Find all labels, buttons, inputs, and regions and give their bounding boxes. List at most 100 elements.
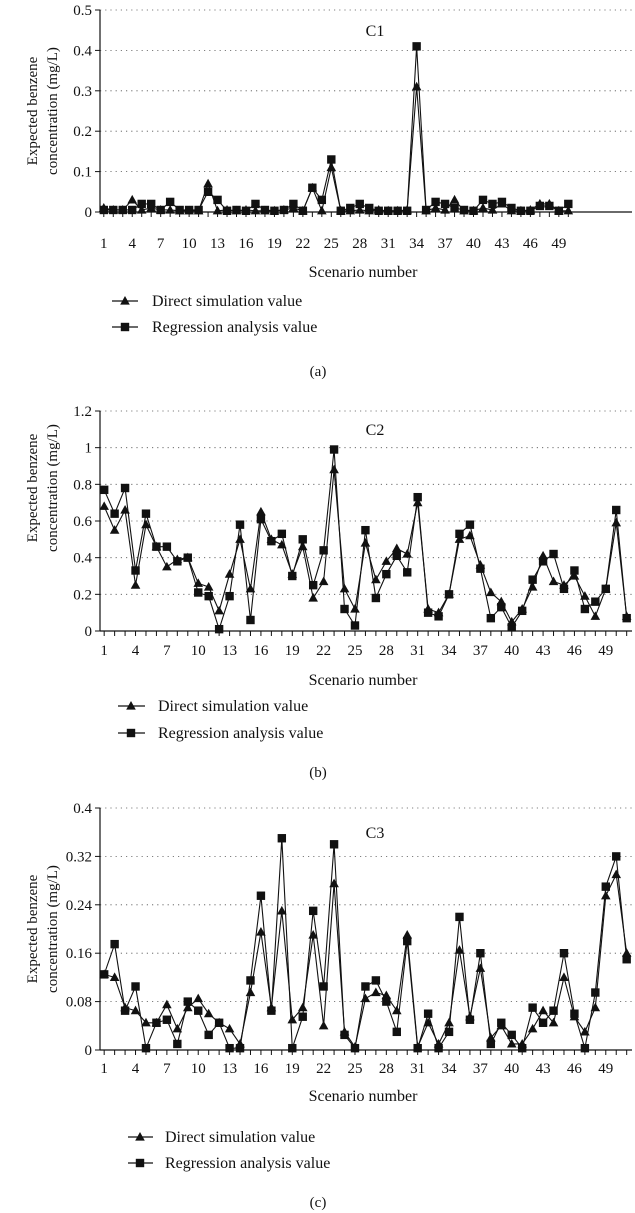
data-point-square bbox=[622, 955, 631, 964]
y-axis-title-line: Expected benzene bbox=[25, 874, 41, 983]
data-point-triangle bbox=[350, 604, 360, 613]
data-point-triangle bbox=[120, 1002, 130, 1012]
data-point-triangle bbox=[402, 549, 413, 558]
data-point-square bbox=[371, 593, 381, 603]
x-tick-label: 10 bbox=[191, 1061, 206, 1077]
data-point-triangle bbox=[155, 204, 166, 214]
plot-area bbox=[98, 42, 574, 215]
x-tick-label: 34 bbox=[442, 1061, 458, 1077]
data-point-square bbox=[141, 1043, 151, 1053]
y-tick-label: 0.1 bbox=[73, 165, 92, 181]
x-tick-label: 46 bbox=[523, 236, 539, 252]
y-tick-label: 0.4 bbox=[73, 801, 92, 817]
data-point-square bbox=[486, 613, 496, 623]
x-tick-label: 37 bbox=[473, 1061, 489, 1077]
data-point-triangle bbox=[454, 534, 465, 543]
data-point-triangle bbox=[127, 194, 138, 204]
x-tick-label: 16 bbox=[238, 236, 254, 252]
data-point-triangle bbox=[260, 205, 270, 215]
x-tick-label: 22 bbox=[316, 1061, 331, 1077]
data-point-triangle bbox=[373, 204, 384, 214]
data-point-square bbox=[288, 1043, 297, 1053]
x-tick-label: 10 bbox=[191, 643, 206, 659]
data-point-triangle bbox=[141, 519, 151, 529]
data-point-triangle bbox=[402, 204, 412, 214]
x-tick-label: 43 bbox=[536, 643, 551, 659]
x-tick-label: 16 bbox=[253, 643, 269, 659]
data-point-triangle bbox=[318, 1020, 329, 1030]
y-tick-label: 0.08 bbox=[66, 995, 92, 1011]
legend-label: Direct simulation value bbox=[152, 293, 302, 310]
data-point-triangle bbox=[465, 530, 475, 540]
data-point-triangle bbox=[172, 554, 183, 564]
data-point-triangle bbox=[99, 501, 109, 510]
data-point-triangle bbox=[287, 569, 298, 578]
y-axis-title-line: concentration (mg/L) bbox=[45, 47, 61, 175]
data-point-triangle bbox=[308, 930, 318, 939]
data-point-square bbox=[165, 197, 175, 207]
x-tick-label: 49 bbox=[598, 643, 613, 659]
data-point-triangle bbox=[487, 204, 498, 214]
panel-label: (c) bbox=[310, 1195, 327, 1211]
data-point-square bbox=[355, 199, 364, 209]
data-point-triangle bbox=[162, 999, 172, 1009]
y-axis-title: Expected benzene concentration (mg/L) bbox=[25, 424, 61, 552]
data-point-square bbox=[319, 546, 328, 555]
data-point-triangle bbox=[287, 1014, 298, 1024]
data-point-triangle bbox=[245, 583, 256, 593]
data-point-square bbox=[235, 520, 245, 529]
legend-label: Regression analysis value bbox=[165, 1155, 330, 1172]
data-point-triangle bbox=[402, 930, 413, 939]
data-point-triangle bbox=[326, 162, 337, 172]
data-point-triangle bbox=[569, 1011, 580, 1021]
data-point-square bbox=[440, 199, 450, 209]
data-point-square bbox=[319, 982, 328, 991]
data-point-triangle bbox=[354, 204, 365, 214]
data-point-square bbox=[131, 566, 140, 575]
data-point-triangle bbox=[475, 963, 486, 972]
data-point-triangle bbox=[130, 580, 141, 589]
x-tick-label: 49 bbox=[598, 1061, 613, 1077]
data-point-triangle bbox=[172, 1023, 183, 1033]
data-point-triangle bbox=[339, 1026, 350, 1036]
data-point-triangle bbox=[392, 205, 403, 215]
x-tick-label: 13 bbox=[222, 643, 237, 659]
x-tick-label: 28 bbox=[379, 1061, 394, 1077]
data-point-triangle bbox=[109, 525, 120, 534]
data-point-square bbox=[340, 604, 349, 614]
data-point-square bbox=[564, 199, 573, 209]
y-tick-label: 0.2 bbox=[73, 587, 92, 603]
data-point-triangle bbox=[506, 616, 517, 626]
data-point-square bbox=[434, 1043, 443, 1053]
x-tick-label: 16 bbox=[253, 1061, 269, 1077]
data-point-triangle bbox=[297, 1002, 308, 1012]
data-point-triangle bbox=[182, 1002, 193, 1012]
x-tick-label: 13 bbox=[210, 236, 225, 252]
data-point-triangle bbox=[506, 1038, 517, 1048]
data-point-square bbox=[382, 997, 391, 1006]
data-point-triangle bbox=[371, 987, 381, 997]
data-point-square bbox=[361, 525, 370, 535]
data-point-triangle bbox=[235, 1038, 245, 1048]
data-point-square bbox=[246, 976, 255, 985]
y-axis-title-line: Expected benzene bbox=[25, 56, 41, 165]
data-point-triangle bbox=[621, 948, 632, 957]
data-point-square bbox=[141, 509, 151, 518]
legend-square-marker bbox=[135, 1158, 145, 1168]
data-point-triangle bbox=[256, 506, 266, 516]
data-point-square bbox=[601, 882, 610, 891]
y-tick-label: 0.24 bbox=[66, 898, 93, 914]
data-point-square bbox=[128, 205, 137, 215]
x-tick-label: 1 bbox=[100, 236, 108, 252]
y-tick-label: 1 bbox=[85, 441, 93, 457]
x-tick-label: 19 bbox=[267, 236, 282, 252]
data-point-square bbox=[528, 1003, 537, 1012]
data-point-triangle bbox=[214, 605, 224, 615]
data-point-square bbox=[476, 949, 485, 958]
data-point-triangle bbox=[486, 1032, 496, 1042]
data-point-square bbox=[298, 535, 307, 544]
data-point-triangle bbox=[538, 550, 548, 560]
x-tick-label: 4 bbox=[132, 643, 140, 659]
data-point-square bbox=[371, 976, 381, 985]
x-tick-label: 34 bbox=[442, 643, 458, 659]
